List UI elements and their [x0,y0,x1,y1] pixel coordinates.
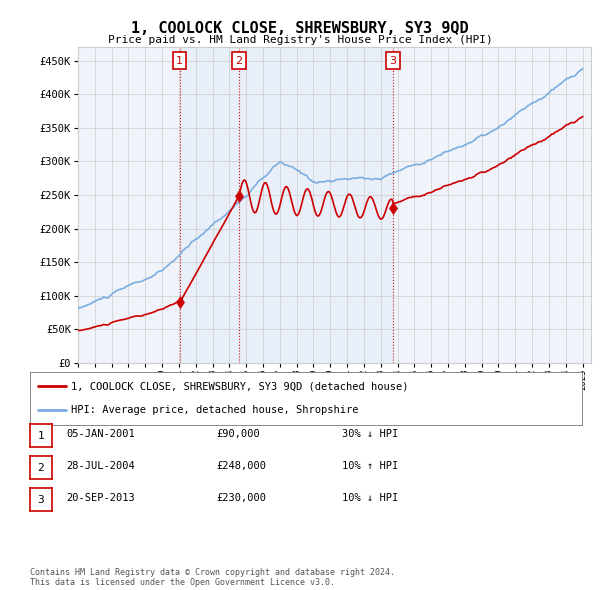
Text: 3: 3 [37,494,44,504]
Text: This data is licensed under the Open Government Licence v3.0.: This data is licensed under the Open Gov… [30,578,335,587]
Text: Contains HM Land Registry data © Crown copyright and database right 2024.: Contains HM Land Registry data © Crown c… [30,568,395,576]
Text: 10% ↓ HPI: 10% ↓ HPI [342,493,398,503]
Text: £90,000: £90,000 [216,430,260,439]
Text: HPI: Average price, detached house, Shropshire: HPI: Average price, detached house, Shro… [71,405,359,415]
Text: 1, COOLOCK CLOSE, SHREWSBURY, SY3 9QD: 1, COOLOCK CLOSE, SHREWSBURY, SY3 9QD [131,21,469,35]
Text: 2: 2 [236,55,242,65]
Text: 10% ↑ HPI: 10% ↑ HPI [342,461,398,471]
Text: 1: 1 [176,55,183,65]
Bar [239,47,393,363]
Text: 2: 2 [37,463,44,473]
Text: 28-JUL-2004: 28-JUL-2004 [66,461,135,471]
Text: 3: 3 [389,55,397,65]
Text: £248,000: £248,000 [216,461,266,471]
Text: 05-JAN-2001: 05-JAN-2001 [66,430,135,439]
Text: 1: 1 [37,431,44,441]
Text: Price paid vs. HM Land Registry's House Price Index (HPI): Price paid vs. HM Land Registry's House … [107,35,493,45]
Text: 30% ↓ HPI: 30% ↓ HPI [342,430,398,439]
Text: 20-SEP-2013: 20-SEP-2013 [66,493,135,503]
Text: 1, COOLOCK CLOSE, SHREWSBURY, SY3 9QD (detached house): 1, COOLOCK CLOSE, SHREWSBURY, SY3 9QD (d… [71,381,409,391]
Text: £230,000: £230,000 [216,493,266,503]
Bar [179,47,239,363]
